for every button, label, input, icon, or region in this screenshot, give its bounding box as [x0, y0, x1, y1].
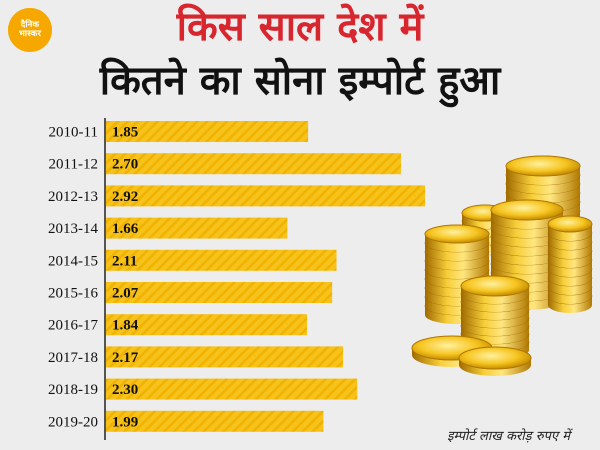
value-label: 1.84 — [112, 318, 139, 334]
category-label: 2011-12 — [49, 157, 98, 173]
bar — [106, 346, 344, 368]
bar — [106, 153, 401, 175]
title-line-1: किस साल देश में — [176, 4, 424, 50]
bar — [106, 282, 333, 303]
bar — [106, 378, 358, 400]
category-label: 2010-11 — [49, 125, 98, 141]
category-label: 2014-15 — [48, 253, 98, 269]
bar — [106, 410, 324, 432]
gold-coins-illustration — [411, 155, 593, 376]
category-label: 2019-20 — [48, 414, 98, 430]
brand-logo: दैनिक भास्कर — [8, 8, 52, 52]
coin-stack — [547, 215, 593, 313]
value-label: 2.92 — [112, 189, 138, 205]
category-label: 2018-19 — [48, 382, 98, 398]
bar — [106, 249, 337, 271]
value-label: 2.70 — [112, 157, 138, 173]
category-label: 2016-17 — [48, 318, 98, 334]
logo-line-1: दैनिक — [20, 20, 40, 31]
value-label: 2.07 — [112, 286, 139, 302]
value-label: 2.30 — [112, 382, 138, 398]
category-label: 2012-13 — [48, 189, 98, 205]
value-label: 2.17 — [112, 350, 139, 366]
bar — [106, 314, 308, 336]
value-label: 1.99 — [112, 414, 138, 430]
title-line-2: कितने का सोना इम्पोर्ट हुआ — [99, 58, 501, 104]
bar — [106, 185, 425, 207]
bar — [106, 121, 309, 142]
category-label: 2017-18 — [48, 350, 98, 366]
value-label: 2.11 — [112, 253, 137, 269]
coin-stack — [460, 275, 530, 360]
coin-stack — [458, 346, 532, 376]
unit-footnote: इम्पोर्ट लाख करोड़ रुपए में — [447, 429, 570, 444]
category-label: 2015-16 — [48, 286, 98, 302]
value-label: 1.66 — [112, 221, 139, 237]
logo-line-2: भास्कर — [18, 29, 42, 39]
value-label: 1.85 — [112, 125, 138, 141]
bar — [106, 217, 288, 239]
category-label: 2013-14 — [48, 221, 98, 237]
coin-stack — [411, 335, 493, 367]
